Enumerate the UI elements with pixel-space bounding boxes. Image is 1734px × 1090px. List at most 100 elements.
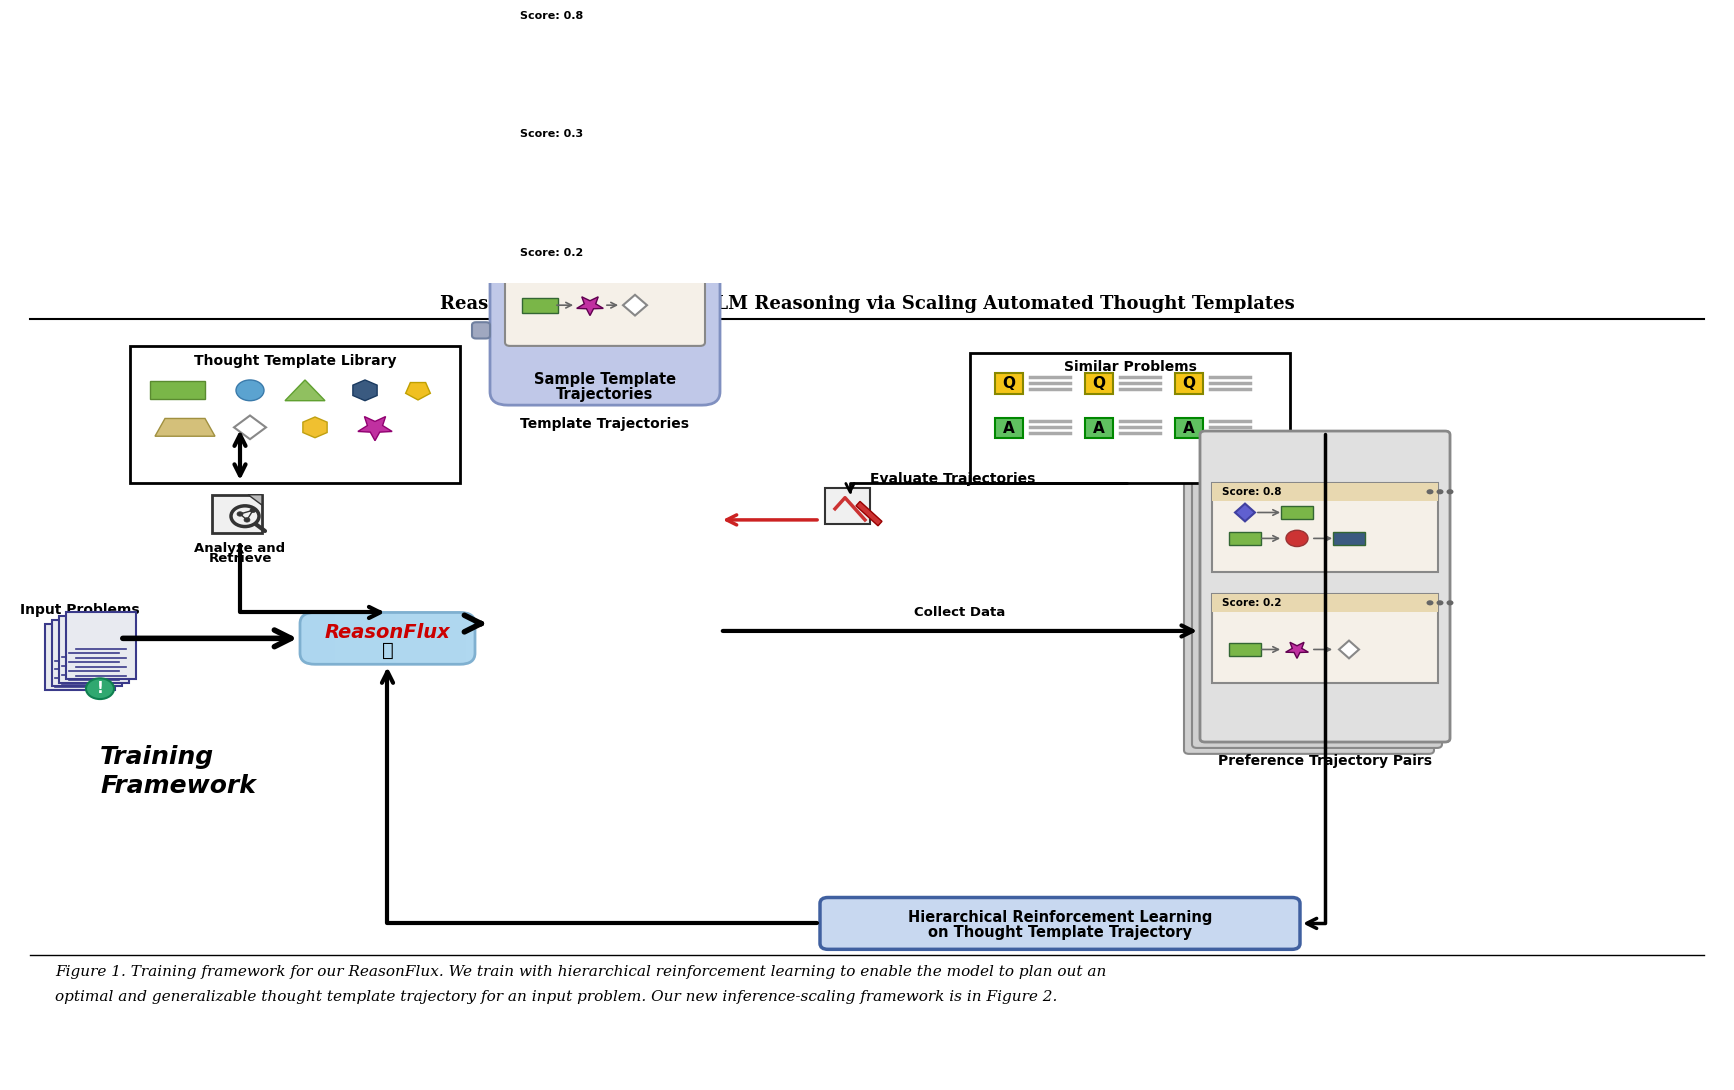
Polygon shape bbox=[576, 177, 605, 195]
Bar bbox=[1229, 532, 1261, 545]
Circle shape bbox=[623, 178, 647, 195]
Bar bbox=[522, 180, 558, 194]
Circle shape bbox=[1436, 601, 1443, 605]
Text: Thought Template Library: Thought Template Library bbox=[194, 354, 397, 367]
FancyBboxPatch shape bbox=[472, 114, 491, 131]
Text: Evaluate Trajectories: Evaluate Trajectories bbox=[870, 472, 1035, 486]
FancyBboxPatch shape bbox=[52, 620, 121, 687]
Circle shape bbox=[694, 13, 701, 19]
Text: A: A bbox=[1092, 421, 1105, 436]
FancyBboxPatch shape bbox=[59, 616, 128, 682]
Circle shape bbox=[1446, 489, 1453, 495]
Text: Input Problems: Input Problems bbox=[21, 603, 140, 617]
Circle shape bbox=[244, 518, 250, 522]
FancyBboxPatch shape bbox=[820, 897, 1300, 949]
Text: Score: 0.8: Score: 0.8 bbox=[520, 11, 583, 21]
Circle shape bbox=[706, 250, 713, 255]
Circle shape bbox=[681, 250, 688, 255]
FancyBboxPatch shape bbox=[1200, 431, 1450, 742]
FancyBboxPatch shape bbox=[1212, 483, 1437, 572]
Bar bbox=[572, 61, 609, 75]
Text: Sample Template: Sample Template bbox=[534, 372, 676, 387]
Bar bbox=[1281, 506, 1313, 519]
Bar bbox=[130, 346, 460, 483]
Circle shape bbox=[1287, 530, 1307, 546]
FancyBboxPatch shape bbox=[472, 204, 491, 220]
Polygon shape bbox=[284, 380, 324, 401]
Text: Score: 0.2: Score: 0.2 bbox=[1222, 597, 1281, 608]
Text: Score: 0.2: Score: 0.2 bbox=[520, 247, 583, 257]
Text: Q: Q bbox=[1092, 376, 1106, 391]
Circle shape bbox=[236, 380, 264, 401]
Text: ReasonFlux: ReasonFlux bbox=[324, 623, 451, 642]
Polygon shape bbox=[577, 296, 603, 315]
Text: Training: Training bbox=[101, 744, 213, 768]
FancyBboxPatch shape bbox=[505, 242, 706, 346]
Bar bbox=[1176, 373, 1203, 393]
Text: Trajectories: Trajectories bbox=[557, 387, 654, 401]
Circle shape bbox=[694, 250, 701, 255]
FancyBboxPatch shape bbox=[505, 5, 706, 109]
FancyBboxPatch shape bbox=[472, 233, 491, 250]
Text: 🔥: 🔥 bbox=[381, 641, 394, 659]
Polygon shape bbox=[623, 294, 647, 315]
Bar bbox=[1229, 643, 1261, 656]
Text: Preference Trajectory Pairs: Preference Trajectory Pairs bbox=[1217, 753, 1432, 767]
Circle shape bbox=[706, 131, 713, 137]
Bar bbox=[995, 373, 1023, 393]
Bar bbox=[621, 61, 655, 75]
Bar bbox=[1212, 483, 1437, 501]
Circle shape bbox=[1427, 601, 1434, 605]
FancyBboxPatch shape bbox=[472, 323, 491, 339]
Polygon shape bbox=[248, 495, 262, 505]
Polygon shape bbox=[154, 419, 215, 436]
Text: !: ! bbox=[97, 681, 104, 697]
FancyBboxPatch shape bbox=[1184, 443, 1434, 754]
Text: Q: Q bbox=[1183, 376, 1195, 391]
FancyBboxPatch shape bbox=[505, 124, 706, 145]
FancyBboxPatch shape bbox=[472, 0, 491, 13]
FancyBboxPatch shape bbox=[45, 623, 114, 690]
Bar bbox=[1085, 417, 1113, 438]
Circle shape bbox=[1446, 601, 1453, 605]
Circle shape bbox=[694, 131, 701, 137]
FancyBboxPatch shape bbox=[472, 85, 491, 101]
Bar bbox=[995, 417, 1023, 438]
FancyBboxPatch shape bbox=[1200, 431, 1450, 742]
Polygon shape bbox=[527, 58, 551, 78]
FancyBboxPatch shape bbox=[1191, 437, 1443, 748]
FancyBboxPatch shape bbox=[505, 5, 706, 26]
Circle shape bbox=[681, 13, 688, 19]
Text: Figure 1. Training framework for our ReasonFlux. We train with hierarchical rein: Figure 1. Training framework for our Rea… bbox=[55, 965, 1106, 979]
FancyBboxPatch shape bbox=[505, 242, 706, 263]
Circle shape bbox=[250, 508, 257, 512]
Circle shape bbox=[1436, 489, 1443, 495]
Bar bbox=[1085, 373, 1113, 393]
Polygon shape bbox=[1235, 504, 1255, 521]
Bar bbox=[522, 298, 558, 313]
Bar bbox=[969, 353, 1290, 483]
Text: Retrieve: Retrieve bbox=[208, 552, 272, 565]
FancyBboxPatch shape bbox=[1212, 594, 1437, 682]
Text: ReasonFlux: Hierarchical LLM Reasoning via Scaling Automated Thought Templates: ReasonFlux: Hierarchical LLM Reasoning v… bbox=[440, 294, 1294, 313]
Circle shape bbox=[87, 678, 114, 699]
Polygon shape bbox=[354, 380, 376, 401]
Bar bbox=[1333, 532, 1365, 545]
FancyBboxPatch shape bbox=[825, 488, 870, 523]
Circle shape bbox=[238, 511, 243, 517]
Text: Hierarchical Reinforcement Learning: Hierarchical Reinforcement Learning bbox=[909, 910, 1212, 925]
Bar bbox=[1176, 417, 1203, 438]
Text: Score: 0.3: Score: 0.3 bbox=[520, 129, 583, 140]
FancyBboxPatch shape bbox=[300, 613, 475, 664]
Bar bbox=[1212, 594, 1437, 613]
Text: Q: Q bbox=[1002, 376, 1016, 391]
Polygon shape bbox=[234, 415, 265, 439]
Text: Analyze and: Analyze and bbox=[194, 542, 286, 555]
FancyBboxPatch shape bbox=[491, 0, 720, 405]
Text: on Thought Template Trajectory: on Thought Template Trajectory bbox=[928, 924, 1191, 940]
Text: optimal and generalizable thought template trajectory for an input problem. Our : optimal and generalizable thought templa… bbox=[55, 991, 1058, 1005]
Text: Template Trajectories: Template Trajectories bbox=[520, 416, 690, 431]
Circle shape bbox=[1427, 489, 1434, 495]
Polygon shape bbox=[303, 417, 328, 438]
Text: Score: 0.8: Score: 0.8 bbox=[1222, 487, 1281, 497]
